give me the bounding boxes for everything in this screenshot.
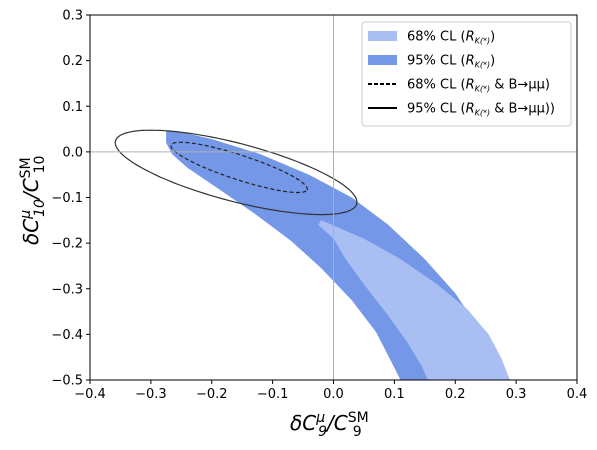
legend-label: 95% CL (RK(*) & B→μμ)) xyxy=(407,102,555,118)
legend-label-r: R xyxy=(466,102,475,117)
legend-label-main: 68% CL ( xyxy=(407,78,466,93)
plot-area xyxy=(90,15,577,380)
x-tick-label: 0.0 xyxy=(323,387,344,402)
region-68cl-rk xyxy=(318,220,510,380)
y-tick-label: 0.1 xyxy=(62,100,83,115)
y-tick-label: 0.0 xyxy=(62,145,83,160)
contour-68cl-combined xyxy=(170,141,308,194)
x-axis-title-sub: 9 xyxy=(318,424,327,440)
x-axis-title-sup2: SM xyxy=(348,410,369,426)
x-tick-label: −0.1 xyxy=(257,387,289,402)
legend-label-ksub: K(*) xyxy=(475,61,491,70)
legend-swatch xyxy=(368,31,397,41)
y-axis-title-sup2: SM xyxy=(18,157,34,178)
x-tick-label: −0.4 xyxy=(74,387,106,402)
y-axis-title-base: δC xyxy=(19,219,43,245)
y-tick-label: 0.2 xyxy=(62,54,83,69)
legend: 68% CL (RK(*))95% CL (RK(*))68% CL (RK(*… xyxy=(361,21,572,127)
x-axis-title-sep: /C xyxy=(325,411,348,435)
legend-label-r: R xyxy=(466,30,475,45)
legend-label-tail: & B→μμ) xyxy=(490,78,550,93)
y-tick-label: −0.2 xyxy=(51,237,83,252)
x-axis-title-sub2: 9 xyxy=(353,424,362,440)
x-axis-title: δCμ 9/CSM 9 xyxy=(290,410,369,440)
y-axis-title-sub2: 10 xyxy=(32,156,48,174)
contour-95cl-combined xyxy=(114,129,358,216)
x-tick-label: 0.2 xyxy=(445,387,466,402)
x-tick-label: 0.4 xyxy=(567,387,588,402)
x-axis-title-base: δC xyxy=(290,411,316,435)
plot-contents xyxy=(114,129,510,380)
legend-label: 68% CL (RK(*)) xyxy=(407,30,495,46)
legend-label-main: 68% CL ( xyxy=(407,30,466,45)
x-tick-label: −0.3 xyxy=(135,387,167,402)
legend-label-tail: & B→μμ)) xyxy=(490,102,555,117)
x-axis-title-sup: μ xyxy=(315,410,325,426)
y-axis-title-sup: μ xyxy=(18,210,34,220)
legend-box xyxy=(361,21,572,127)
y-axis-title-sub: 10 xyxy=(32,199,48,217)
x-tick-label: 0.1 xyxy=(384,387,405,402)
legend-label: 68% CL (RK(*) & B→μμ) xyxy=(407,78,550,94)
legend-label: 95% CL (RK(*)) xyxy=(407,54,495,70)
legend-label-r: R xyxy=(466,54,475,69)
y-axis-title: δCμ10/CSM10 xyxy=(18,156,48,245)
y-tick-label: −0.3 xyxy=(51,282,83,297)
axes: −0.4 −0.3 −0.2 −0.1 0.0 0.1 0.2 0.3 0.4−0.5−0.4−… xyxy=(51,9,587,403)
y-axis-title-sep: /C xyxy=(19,178,43,201)
x-tick-label: 0.3 xyxy=(506,387,527,402)
legend-label-ksub: K(*) xyxy=(475,109,491,118)
legend-label-ksub: K(*) xyxy=(475,37,491,46)
legend-label-r: R xyxy=(466,78,475,93)
legend-label-main: 95% CL ( xyxy=(407,102,466,117)
legend-label-tail: ) xyxy=(490,30,495,45)
legend-label-ksub: K(*) xyxy=(475,85,491,94)
legend-swatch xyxy=(368,55,397,65)
y-tick-label: −0.5 xyxy=(51,374,83,389)
legend-label-main: 95% CL ( xyxy=(407,54,466,69)
legend-label-tail: ) xyxy=(490,54,495,69)
y-tick-label: 0.3 xyxy=(62,9,83,24)
y-tick-label: −0.4 xyxy=(51,328,83,343)
x-tick-label: −0.2 xyxy=(196,387,228,402)
y-tick-label: −0.1 xyxy=(51,191,83,206)
